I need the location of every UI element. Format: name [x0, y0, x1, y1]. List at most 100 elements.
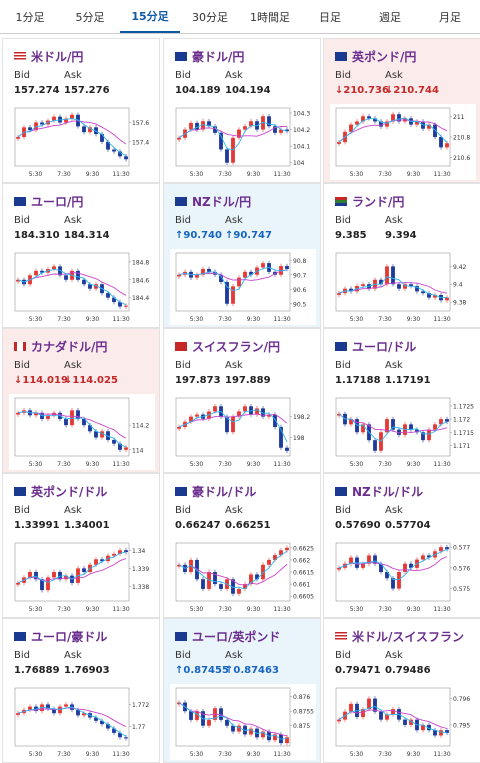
rate-card[interactable]: 豪ドル/ドル Bid Ask 0.66247 0.66251 0.6625 0.662 0.6… — [163, 473, 321, 618]
candle-body — [34, 572, 38, 580]
candle-body — [201, 121, 205, 130]
rate-card[interactable]: NZドル/円 Bid Ask ↑90.740 ↑90.747 90.8 90.7 90.6 90… — [163, 183, 321, 328]
price-labels: Bid Ask — [14, 650, 114, 661]
y-tick-label: 104 — [293, 160, 305, 167]
ask-label: Ask — [225, 505, 243, 516]
rate-card[interactable]: 米ドル/円 Bid Ask 157.274 157.276 157.6 157.4 5:30 7… — [2, 38, 160, 183]
rate-card[interactable]: カナダドル/円 Bid Ask ↓114.019 ↓114.025 114.2 114 5:3… — [2, 328, 160, 473]
candle-body — [243, 126, 247, 130]
pair-name[interactable]: 米ドル/スイスフラン — [352, 630, 465, 644]
ask-value: 1.34001 — [64, 520, 110, 531]
candle-body — [261, 564, 265, 580]
ask-label: Ask — [385, 505, 403, 516]
candle-body — [427, 429, 431, 441]
rate-card[interactable]: NZドル/ドル Bid Ask 0.57690 0.57704 0.577 0.576 0.5… — [323, 473, 480, 618]
y-tick-label: 114.2 — [132, 423, 149, 430]
price-values: 0.79471 0.79486 — [335, 665, 435, 676]
rate-card[interactable]: ユーロ/円 Bid Ask 184.310 184.314 184.8 184.6 184.4… — [2, 183, 160, 328]
tab-timeframe-6[interactable]: 週足 — [379, 10, 401, 24]
candle-body — [255, 574, 259, 580]
candle-body — [397, 572, 401, 589]
rate-card[interactable]: ユーロ/豪ドル Bid Ask 1.76889 1.76903 1.772 1.77 5:30… — [2, 618, 160, 763]
tab-timeframe-0[interactable]: 1分足 — [15, 10, 45, 24]
tab-timeframe-1[interactable]: 5分足 — [75, 10, 105, 24]
candle-body — [124, 447, 128, 450]
pair-name[interactable]: NZドル/円 — [192, 195, 252, 209]
pair-name[interactable]: 英ポンド/ドル — [31, 485, 108, 499]
candle-body — [58, 266, 62, 276]
candle-body — [225, 149, 229, 163]
rate-card[interactable]: 米ドル/スイスフラン Bid Ask 0.79471 0.79486 0.796 0.795… — [323, 618, 480, 763]
pair-name[interactable]: 米ドル/円 — [31, 50, 84, 64]
candle-body — [285, 737, 289, 744]
x-tick-label: 5:30 — [350, 316, 364, 323]
candle-body — [106, 293, 110, 298]
candle-body — [445, 419, 449, 422]
pair-name[interactable]: ユーロ/英ポンド — [192, 630, 281, 644]
tab-timeframe-3[interactable]: 30分足 — [192, 10, 228, 24]
ask-label: Ask — [225, 650, 243, 661]
pair-name[interactable]: ユーロ/円 — [31, 195, 84, 209]
candle-body — [237, 129, 241, 138]
x-tick-label: 11:30 — [273, 171, 290, 178]
candle-body — [273, 555, 277, 560]
candle-body — [112, 297, 116, 303]
y-tick-label: 1.34 — [132, 548, 146, 555]
pair-name[interactable]: ユーロ/豪ドル — [31, 630, 108, 644]
tab-timeframe-4[interactable]: 1時間足 — [250, 10, 290, 24]
x-tick-label: 7:30 — [378, 461, 392, 468]
tab-timeframe-2[interactable]: 15分足 — [120, 0, 180, 33]
rate-card[interactable]: 英ポンド/円 Bid Ask ↓210.736 ↓210.744 211 210.8 210.… — [323, 38, 480, 183]
rate-card[interactable]: 豪ドル/円 Bid Ask 104.189 104.194 104.3 104.2 104.1… — [163, 38, 321, 183]
x-tick-label: 11:30 — [112, 171, 129, 178]
ask-label: Ask — [385, 70, 403, 81]
moving-average-short — [17, 411, 127, 448]
x-tick-label: 9:30 — [86, 461, 100, 468]
candle-body — [337, 719, 341, 722]
pair-name[interactable]: 英ポンド/円 — [352, 50, 417, 64]
rate-card[interactable]: ユーロ/ドル Bid Ask 1.17188 1.17191 1.1725 1.172 1.1… — [323, 328, 480, 473]
candle-body — [261, 263, 265, 268]
y-tick-label: 104.3 — [293, 110, 310, 117]
pair-name[interactable]: NZドル/ドル — [352, 485, 424, 499]
candle-body — [391, 709, 395, 715]
x-tick-label: 5:30 — [190, 606, 204, 613]
pair-name[interactable]: カナダドル/円 — [31, 340, 108, 354]
candle-body — [100, 720, 104, 725]
pair-name[interactable]: ランド/円 — [352, 195, 405, 209]
candle-body — [261, 731, 265, 738]
candle-body — [385, 714, 389, 720]
chart-background — [170, 249, 316, 325]
candle-body — [367, 698, 371, 710]
tab-timeframe-5[interactable]: 日足 — [319, 10, 341, 24]
rate-card[interactable]: 英ポンド/ドル Bid Ask 1.33991 1.34001 1.34 1.339 1.33… — [2, 473, 160, 618]
candle-body — [40, 270, 44, 273]
y-tick-label: 9.4 — [453, 282, 463, 289]
pair-name[interactable]: 豪ドル/円 — [192, 50, 245, 64]
candle-body — [88, 425, 92, 432]
candle-body — [243, 271, 247, 278]
candle-body — [231, 579, 235, 594]
candle-body — [415, 286, 419, 292]
x-tick-label: 11:30 — [112, 606, 129, 613]
y-tick-label: 0.876 — [293, 694, 310, 701]
candle-body — [46, 577, 50, 591]
tab-timeframe-7[interactable]: 月足 — [439, 10, 461, 24]
price-chart: 0.6625 0.662 0.6615 0.661 0.6605 5:30 7:30 9:30… — [170, 539, 316, 615]
rate-card[interactable]: スイスフラン/円 Bid Ask 197.873 197.889 198.2 198 5:30… — [163, 328, 321, 473]
ask-value: 0.79486 — [385, 665, 431, 676]
pair-name[interactable]: スイスフラン/円 — [192, 340, 281, 354]
candle-body — [106, 141, 110, 150]
plot-frame — [14, 397, 130, 457]
ask-label: Ask — [64, 70, 82, 81]
rate-card[interactable]: ランド/円 Bid Ask 9.385 9.394 9.42 9.4 9.38 5:30 7:30… — [323, 183, 480, 328]
candle-body — [94, 717, 98, 721]
pair-name[interactable]: 豪ドル/ドル — [192, 485, 257, 499]
price-labels: Bid Ask — [175, 215, 275, 226]
pair-name[interactable]: ユーロ/ドル — [352, 340, 417, 354]
candle-body — [76, 270, 80, 280]
rate-card[interactable]: ユーロ/英ポンド Bid Ask ↑0.87455 ↑0.87463 0.876 0.875… — [163, 618, 321, 763]
candle-body — [337, 567, 341, 570]
y-tick-label: 157.4 — [132, 139, 149, 146]
y-tick-label: 90.5 — [293, 301, 307, 308]
